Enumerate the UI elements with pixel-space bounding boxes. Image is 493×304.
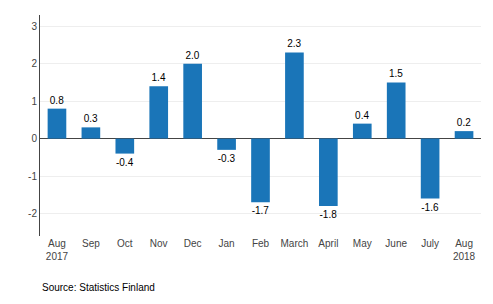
svg-text:2.0: 2.0: [185, 50, 199, 61]
svg-text:-1: -1: [28, 171, 37, 182]
svg-text:0: 0: [31, 133, 37, 144]
svg-text:-2: -2: [28, 208, 37, 219]
svg-text:March: March: [281, 238, 309, 249]
svg-text:0.4: 0.4: [355, 110, 369, 121]
svg-text:-0.3: -0.3: [218, 153, 236, 164]
svg-text:Nov: Nov: [150, 238, 168, 249]
svg-text:Oct: Oct: [117, 238, 133, 249]
svg-text:2: 2: [31, 58, 37, 69]
svg-text:Sep: Sep: [82, 238, 100, 249]
svg-text:-0.4: -0.4: [116, 157, 134, 168]
svg-text:2.3: 2.3: [287, 38, 301, 49]
svg-text:Aug2017: Aug2017: [46, 238, 69, 262]
svg-text:Feb: Feb: [252, 238, 270, 249]
svg-text:1.5: 1.5: [389, 68, 403, 79]
svg-text:3: 3: [31, 21, 37, 32]
svg-text:-1.7: -1.7: [252, 205, 270, 216]
svg-text:July: July: [421, 238, 439, 249]
svg-text:1: 1: [31, 96, 37, 107]
svg-text:-1.6: -1.6: [421, 202, 439, 213]
svg-text:June: June: [385, 238, 407, 249]
svg-text:0.8: 0.8: [50, 95, 64, 106]
svg-text:1.4: 1.4: [152, 72, 166, 83]
svg-text:Jan: Jan: [219, 238, 235, 249]
svg-text:Source: Statistics Finland: Source: Statistics Finland: [42, 282, 155, 293]
svg-text:0.3: 0.3: [84, 113, 98, 124]
svg-text:May: May: [353, 238, 372, 249]
svg-text:Aug2018: Aug2018: [453, 238, 476, 262]
svg-text:April: April: [318, 238, 338, 249]
svg-text:-1.8: -1.8: [320, 209, 338, 220]
svg-text:Dec: Dec: [184, 238, 202, 249]
svg-text:0.2: 0.2: [457, 117, 471, 128]
